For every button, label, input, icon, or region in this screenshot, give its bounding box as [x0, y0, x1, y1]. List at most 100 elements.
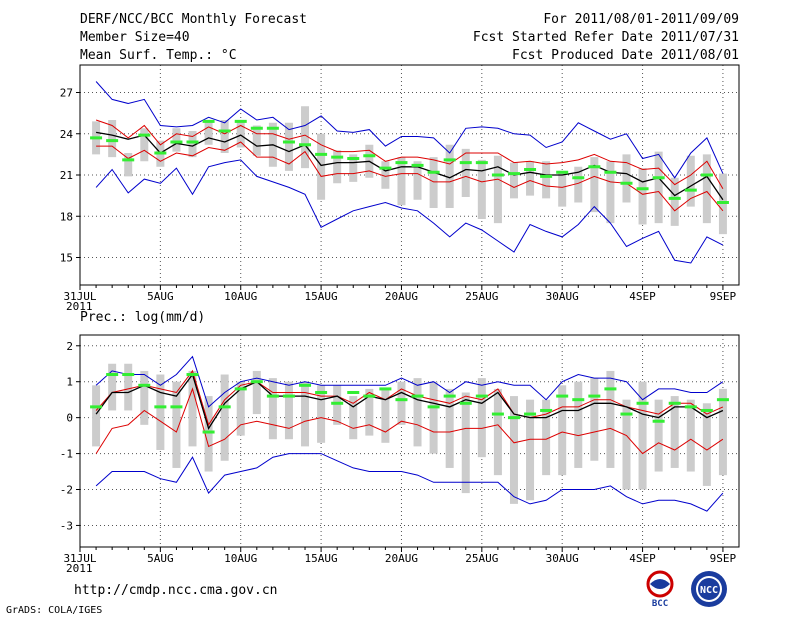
prec-box [317, 385, 326, 443]
prec-box [718, 388, 727, 476]
prec-xtick-label: 9SEP [710, 552, 737, 565]
temp-box [606, 161, 615, 224]
temp-box [558, 170, 567, 207]
prec-ytick-label: 2 [66, 340, 73, 353]
temp-xtick-label: 5AUG [147, 290, 174, 303]
prec-box [702, 403, 711, 486]
temp-median-mark [475, 161, 488, 165]
prec-line-outer_high [95, 355, 724, 408]
temp-median-mark [443, 158, 456, 162]
prec-median-mark [186, 373, 199, 377]
temp-median-mark [556, 170, 569, 174]
prec-box [445, 388, 454, 468]
prec-median-mark [636, 401, 649, 405]
temp-line-outer_high [95, 81, 724, 179]
temp-box [493, 155, 502, 224]
prec-box [590, 378, 599, 461]
temp-box [172, 128, 181, 152]
temp-box [686, 155, 695, 207]
temp-box [252, 125, 261, 156]
temp-median-mark [572, 176, 585, 180]
prec-median-mark [154, 405, 167, 409]
variable-label: Mean Surf. Temp.: °C [80, 48, 237, 63]
prec-box [606, 370, 615, 468]
prec-median-mark [684, 405, 697, 409]
temp-box [108, 120, 117, 158]
prec-ytick-label: 0 [66, 412, 73, 425]
prec-ytick-label: -1 [60, 448, 73, 461]
prec-box [108, 363, 117, 411]
temp-box [702, 154, 711, 224]
prec-median-mark [347, 390, 360, 394]
temp-median-mark [652, 176, 665, 180]
temp-box [509, 162, 518, 199]
prec-box [236, 381, 245, 436]
source-url[interactable]: http://cmdp.ncc.cma.gov.cn [74, 583, 278, 598]
prec-box [477, 378, 486, 458]
temp-box [220, 120, 229, 153]
prec-median-mark [234, 387, 247, 391]
temp-box [301, 106, 310, 169]
temp-median-mark [106, 139, 119, 143]
prec-line-inner_low [95, 387, 724, 455]
prec-median-mark [459, 401, 472, 405]
prec-box [333, 385, 342, 425]
prec-box [124, 363, 133, 411]
prec-box [220, 374, 229, 461]
refer-date: Fcst Started Refer Date 2011/07/31 [472, 30, 739, 45]
prec-line-outer_low [95, 453, 724, 512]
temp-median-mark [234, 119, 247, 123]
prec-median-mark [507, 416, 520, 420]
temp-median-mark [347, 157, 360, 160]
temp-median-mark [524, 168, 537, 171]
prec-line-inner_high [95, 369, 724, 426]
prec-xtick-label: 5AUG [147, 552, 174, 565]
prec-box [188, 370, 197, 447]
prec-median-mark [700, 408, 713, 412]
prec-xtick-label: 25AUG [465, 552, 498, 565]
prec-box [397, 381, 406, 425]
prec-box [204, 396, 213, 472]
produced-date: Fcst Produced Date 2011/08/01 [512, 48, 739, 63]
temp-box [526, 161, 535, 196]
prec-median-mark [716, 398, 729, 402]
temp-box [333, 150, 342, 184]
prec-xtick-label: 2011 [66, 562, 93, 575]
temp-line-mean [95, 131, 724, 201]
temp-xtick-label: 2011 [66, 300, 93, 313]
prec-box [365, 388, 374, 436]
prec-box [429, 381, 438, 454]
prec-box [526, 399, 535, 501]
temp-ytick-label: 24 [60, 128, 74, 141]
temp-median-mark [668, 196, 681, 200]
temp-xtick-label: 10AUG [224, 290, 257, 303]
prec-box [413, 378, 422, 447]
prec-box [92, 385, 101, 447]
forecast-period: For 2011/08/01-2011/09/09 [543, 12, 739, 27]
prec-median-mark [122, 373, 135, 377]
prec-box [686, 399, 695, 472]
prec-median-mark [202, 430, 215, 434]
prec-median-mark [652, 419, 665, 423]
temp-median-mark [700, 173, 713, 177]
temp-median-mark [282, 140, 295, 144]
prec-box [509, 396, 518, 504]
temp-median-mark [90, 136, 103, 140]
temp-box [477, 159, 486, 219]
ncc-logo-text: NCC [700, 585, 718, 596]
prec-median-mark [668, 401, 681, 405]
temp-median-mark [507, 172, 520, 176]
temp-median-mark [315, 152, 328, 156]
prec-median-mark [491, 412, 504, 416]
temp-median-mark [588, 165, 601, 169]
temp-box [413, 161, 422, 200]
temp-box [445, 144, 454, 208]
temp-median-mark [620, 181, 633, 185]
temp-ytick-label: 15 [60, 252, 73, 265]
prec-median-mark [588, 394, 601, 398]
prec-median-mark [475, 394, 488, 398]
temp-box [140, 128, 149, 162]
